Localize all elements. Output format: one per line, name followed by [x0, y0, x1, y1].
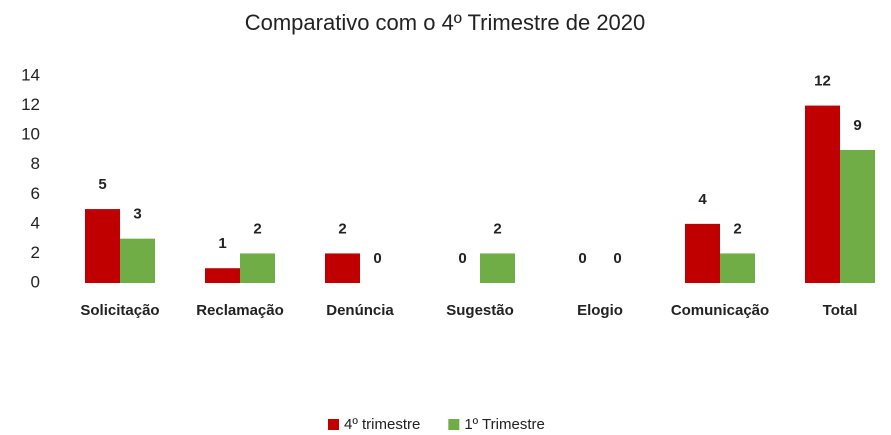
data-label: 9 [853, 117, 861, 134]
data-label: 2 [733, 220, 741, 237]
bar [480, 253, 515, 283]
y-tick-label: 8 [31, 154, 40, 173]
y-tick-label: 14 [21, 65, 40, 84]
bar [240, 253, 275, 283]
x-tick-label: Total [823, 302, 858, 319]
x-tick-label: Comunicação [671, 302, 769, 319]
data-label: 2 [493, 220, 501, 237]
bar [120, 238, 155, 283]
bar [840, 149, 875, 283]
bar [205, 268, 240, 283]
x-tick-label: Reclamação [196, 302, 284, 319]
x-tick-label: Sugestão [446, 302, 514, 319]
bar [325, 253, 360, 283]
y-tick-label: 0 [31, 272, 40, 291]
chart-title: Comparativo com o 4º Trimestre de 2020 [245, 10, 646, 35]
data-label: 0 [458, 250, 466, 267]
y-tick-label: 2 [31, 243, 40, 262]
data-label: 0 [613, 250, 621, 267]
x-tick-label: Elogio [577, 302, 623, 319]
legend-swatch [328, 419, 339, 430]
legend-label: 4º trimestre [344, 416, 420, 433]
data-label: 3 [133, 206, 141, 223]
data-label: 4 [698, 191, 707, 208]
y-tick-label: 12 [21, 95, 40, 114]
x-tick-label: Denúncia [326, 302, 394, 319]
bar [720, 253, 755, 283]
legend-swatch [448, 419, 460, 430]
data-label: 2 [338, 220, 346, 237]
bar [805, 105, 840, 283]
y-tick-label: 6 [31, 184, 40, 203]
data-label: 5 [98, 176, 106, 193]
x-tick-label: Solicitação [80, 302, 159, 319]
bar [85, 209, 120, 283]
y-tick-label: 4 [31, 213, 40, 232]
data-label: 2 [253, 220, 261, 237]
data-label: 12 [814, 73, 831, 90]
y-tick-label: 10 [21, 125, 40, 144]
bar [685, 223, 720, 283]
data-label: 1 [218, 235, 226, 252]
data-label: 0 [373, 250, 381, 267]
data-label: 0 [578, 250, 586, 267]
legend-label: 1º Trimestre [464, 416, 545, 433]
